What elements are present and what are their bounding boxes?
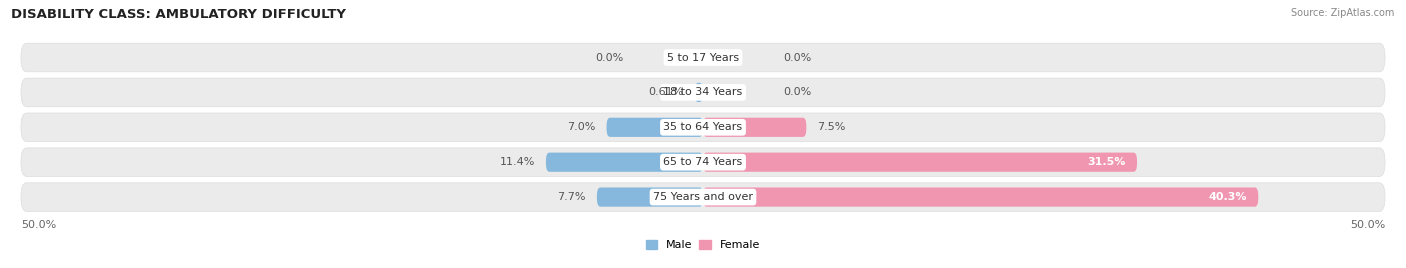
Text: 0.0%: 0.0% bbox=[783, 53, 811, 62]
Text: 50.0%: 50.0% bbox=[1350, 220, 1385, 230]
Text: 0.0%: 0.0% bbox=[783, 87, 811, 97]
Text: 5 to 17 Years: 5 to 17 Years bbox=[666, 53, 740, 62]
FancyBboxPatch shape bbox=[21, 78, 1385, 107]
Text: 0.0%: 0.0% bbox=[595, 53, 623, 62]
Text: 35 to 64 Years: 35 to 64 Years bbox=[664, 122, 742, 132]
FancyBboxPatch shape bbox=[598, 188, 703, 207]
Text: 50.0%: 50.0% bbox=[21, 220, 56, 230]
Text: 65 to 74 Years: 65 to 74 Years bbox=[664, 157, 742, 167]
Text: 40.3%: 40.3% bbox=[1209, 192, 1247, 202]
Text: 18 to 34 Years: 18 to 34 Years bbox=[664, 87, 742, 97]
Text: 7.5%: 7.5% bbox=[817, 122, 846, 132]
FancyBboxPatch shape bbox=[21, 43, 1385, 72]
FancyBboxPatch shape bbox=[21, 113, 1385, 142]
FancyBboxPatch shape bbox=[703, 152, 1137, 172]
FancyBboxPatch shape bbox=[606, 118, 703, 137]
Text: 0.61%: 0.61% bbox=[648, 87, 683, 97]
Text: Source: ZipAtlas.com: Source: ZipAtlas.com bbox=[1291, 8, 1395, 18]
FancyBboxPatch shape bbox=[21, 148, 1385, 177]
FancyBboxPatch shape bbox=[703, 118, 807, 137]
Text: DISABILITY CLASS: AMBULATORY DIFFICULTY: DISABILITY CLASS: AMBULATORY DIFFICULTY bbox=[11, 8, 346, 21]
Text: 11.4%: 11.4% bbox=[499, 157, 534, 167]
Text: 7.0%: 7.0% bbox=[567, 122, 596, 132]
FancyBboxPatch shape bbox=[695, 83, 703, 102]
FancyBboxPatch shape bbox=[546, 152, 703, 172]
Text: 75 Years and over: 75 Years and over bbox=[652, 192, 754, 202]
FancyBboxPatch shape bbox=[703, 188, 1258, 207]
Text: 31.5%: 31.5% bbox=[1088, 157, 1126, 167]
FancyBboxPatch shape bbox=[21, 183, 1385, 211]
Text: 7.7%: 7.7% bbox=[557, 192, 586, 202]
Legend: Male, Female: Male, Female bbox=[641, 236, 765, 255]
